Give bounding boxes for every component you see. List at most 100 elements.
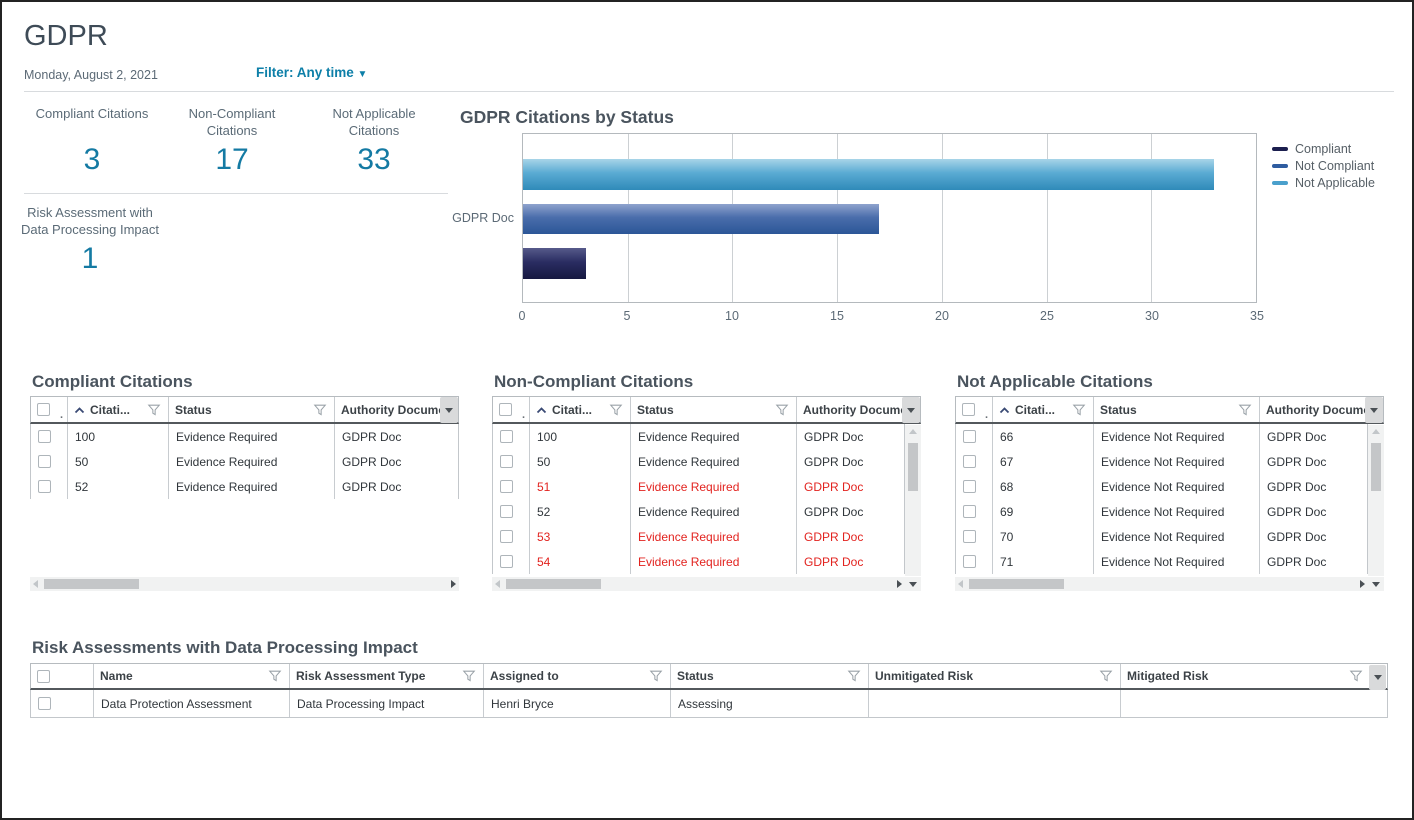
row-checkbox[interactable] [500,530,513,543]
row-checkbox[interactable] [500,480,513,493]
column-header-assigned-to[interactable]: Assigned to [483,664,670,688]
table-row[interactable]: 50 Evidence Required GDPR Doc [31,449,458,474]
column-menu-button[interactable] [902,397,920,423]
row-checkbox[interactable] [963,430,976,443]
row-checkbox[interactable] [500,455,513,468]
scrollbar-thumb[interactable] [506,579,601,589]
scrollbar-thumb[interactable] [44,579,139,589]
legend-item-compliant[interactable]: Compliant [1272,142,1375,156]
row-checkbox[interactable] [38,430,51,443]
column-menu-button[interactable] [440,397,458,423]
table-row[interactable]: 54 Evidence Required GDPR Doc [493,549,904,574]
table-row[interactable]: 100 Evidence Required GDPR Doc [493,424,904,449]
row-checkbox[interactable] [500,555,513,568]
vertical-scrollbar[interactable] [1368,425,1384,576]
scroll-left-arrow-icon[interactable] [33,580,38,588]
filter-funnel-icon[interactable] [1099,669,1113,683]
sort-ascending-icon[interactable] [536,406,547,414]
table-row[interactable]: 67 Evidence Not Required GDPR Doc [956,449,1367,474]
scroll-down-arrow[interactable] [1368,577,1384,591]
filter-funnel-icon[interactable] [775,403,789,417]
filter-funnel-icon[interactable] [462,669,476,683]
table-row[interactable]: 68 Evidence Not Required GDPR Doc [956,474,1367,499]
legend-item-not-compliant[interactable]: Not Compliant [1272,159,1375,173]
bar-not-applicable[interactable] [523,159,1214,190]
table-row[interactable]: 51 Evidence Required GDPR Doc [493,474,904,499]
column-header-mitigated-risk[interactable]: Mitigated Risk [1120,664,1370,688]
vertical-scrollbar[interactable] [905,425,921,576]
filter-funnel-icon[interactable] [609,403,623,417]
scroll-left-arrow-icon[interactable] [958,580,963,588]
resize-handle[interactable]: . [522,409,525,421]
resize-handle[interactable]: . [985,409,988,421]
sort-ascending-icon[interactable] [74,406,85,414]
table-row[interactable]: 71 Evidence Not Required GDPR Doc [956,549,1367,574]
scroll-right-arrow-icon[interactable] [451,580,456,588]
select-all-checkbox[interactable] [37,670,50,683]
bar-compliant[interactable] [523,248,586,279]
horizontal-scrollbar[interactable] [30,577,459,591]
column-header-citation[interactable]: Citati... [67,397,168,422]
time-filter-dropdown[interactable]: Filter: Any time ▼ [256,65,367,80]
scroll-up-arrow-icon[interactable] [1372,429,1380,434]
kpi-value-compliant[interactable]: 3 [22,143,162,177]
scroll-down-arrow[interactable] [905,577,921,591]
row-checkbox[interactable] [963,505,976,518]
column-header-status[interactable]: Status [670,664,868,688]
row-checkbox[interactable] [38,697,51,710]
column-header-citation[interactable]: Citati... [992,397,1093,422]
scrollbar-thumb[interactable] [908,443,918,491]
scrollbar-thumb[interactable] [1371,443,1381,491]
select-all-checkbox[interactable] [37,403,50,416]
kpi-value-not-applicable[interactable]: 33 [304,143,444,177]
row-checkbox[interactable] [38,455,51,468]
horizontal-scrollbar[interactable] [492,577,905,591]
row-checkbox[interactable] [500,430,513,443]
filter-funnel-icon[interactable] [313,403,327,417]
filter-funnel-icon[interactable] [268,669,282,683]
row-checkbox[interactable] [963,455,976,468]
column-header-unmitigated-risk[interactable]: Unmitigated Risk [868,664,1120,688]
horizontal-scrollbar[interactable] [955,577,1368,591]
filter-funnel-icon[interactable] [1238,403,1252,417]
table-row[interactable]: 69 Evidence Not Required GDPR Doc [956,499,1367,524]
column-header-status[interactable]: Status [168,397,334,422]
kpi-value-risk-assessment[interactable]: 1 [10,242,170,276]
row-checkbox[interactable] [963,480,976,493]
table-row[interactable]: 52 Evidence Required GDPR Doc [493,499,904,524]
column-header-risk-assessment-type[interactable]: Risk Assessment Type [289,664,483,688]
column-header-authority[interactable]: Authority Docume [1259,397,1367,422]
column-header-name[interactable]: Name [93,664,289,688]
filter-funnel-icon[interactable] [147,403,161,417]
row-checkbox[interactable] [38,480,51,493]
legend-item-not-applicable[interactable]: Not Applicable [1272,176,1375,190]
table-row[interactable]: 50 Evidence Required GDPR Doc [493,449,904,474]
resize-handle[interactable]: . [60,409,63,421]
row-checkbox[interactable] [963,530,976,543]
table-row[interactable]: 53 Evidence Required GDPR Doc [493,524,904,549]
scroll-right-arrow-icon[interactable] [1360,580,1365,588]
scrollbar-thumb[interactable] [969,579,1064,589]
kpi-value-non-compliant[interactable]: 17 [162,143,302,177]
column-menu-button[interactable] [1365,397,1383,423]
scroll-up-arrow-icon[interactable] [909,429,917,434]
column-header-status[interactable]: Status [1093,397,1259,422]
column-header-citation[interactable]: Citati... [529,397,630,422]
scroll-left-arrow-icon[interactable] [495,580,500,588]
column-menu-button[interactable] [1369,665,1386,690]
filter-funnel-icon[interactable] [649,669,663,683]
select-all-checkbox[interactable] [962,403,975,416]
table-row[interactable]: Data Protection Assessment Data Processi… [30,690,1388,718]
column-header-status[interactable]: Status [630,397,796,422]
select-all-checkbox[interactable] [499,403,512,416]
bar-not-compliant[interactable] [523,204,879,234]
filter-funnel-icon[interactable] [1349,669,1363,683]
row-checkbox[interactable] [963,555,976,568]
sort-ascending-icon[interactable] [999,406,1010,414]
scroll-right-arrow-icon[interactable] [897,580,902,588]
row-checkbox[interactable] [500,505,513,518]
filter-funnel-icon[interactable] [847,669,861,683]
filter-funnel-icon[interactable] [1072,403,1086,417]
column-header-authority[interactable]: Authority Docume [796,397,904,422]
table-row[interactable]: 52 Evidence Required GDPR Doc [31,474,458,499]
